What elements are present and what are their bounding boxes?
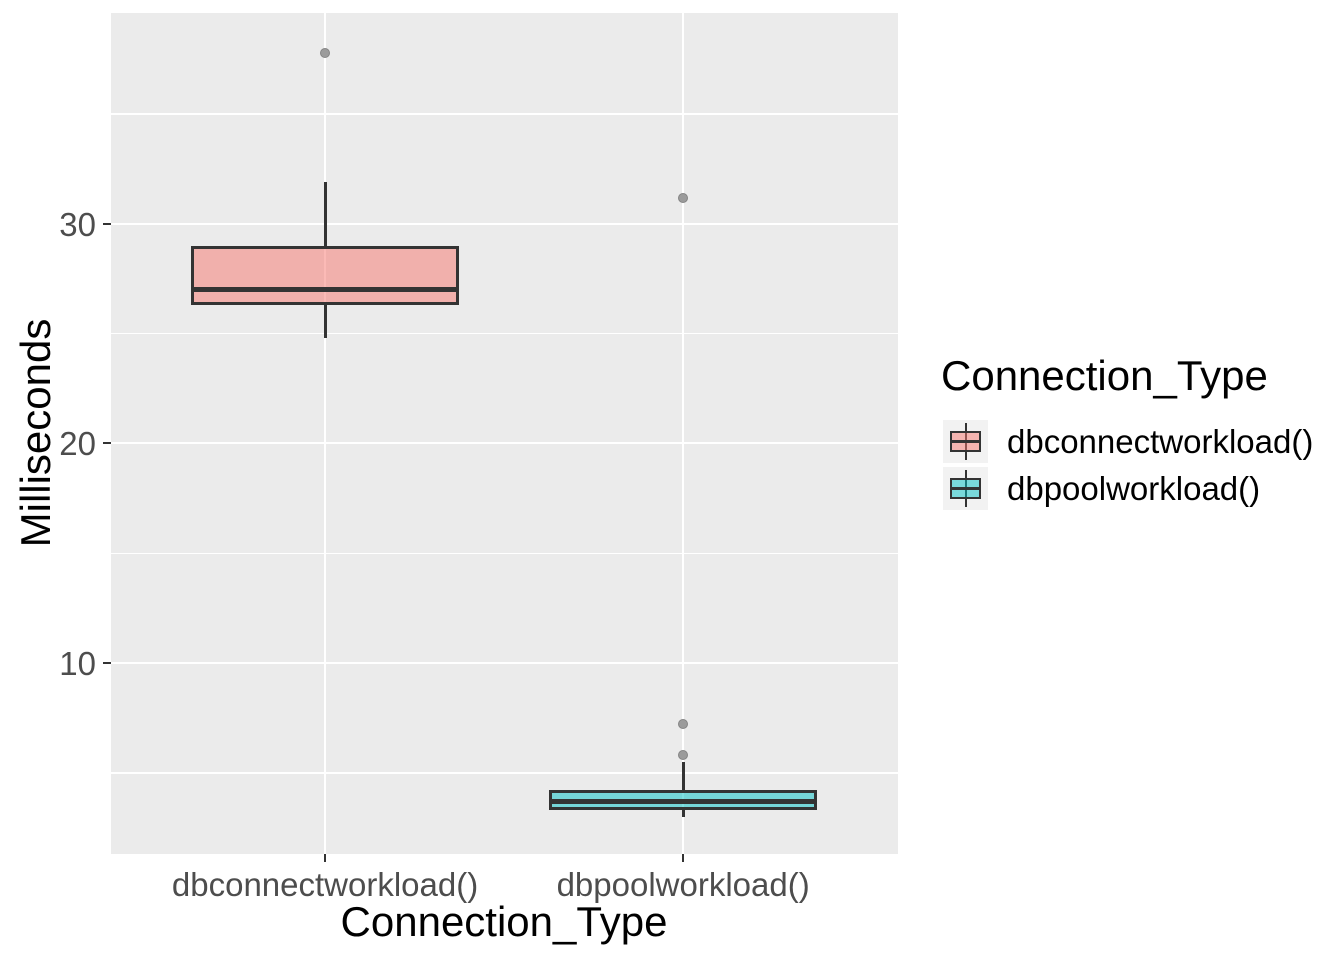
legend-label: dbconnectworkload() (1007, 423, 1314, 460)
x-tick-label: dbpoolworkload() (556, 866, 810, 903)
y-tick-mark (103, 442, 111, 445)
gridline-minor-y (111, 113, 898, 115)
gridline-major-y (111, 662, 898, 664)
gridline-major-x (324, 13, 327, 854)
y-tick-label: 30 (59, 205, 96, 243)
legend-label: dbpoolworkload() (1007, 470, 1261, 507)
y-tick-label: 10 (59, 645, 96, 682)
outlier-point (678, 192, 689, 203)
outlier-point (678, 750, 689, 761)
x-tick-mark (682, 854, 685, 862)
legend-title: Connection_Type (941, 352, 1268, 399)
median-line (191, 287, 460, 293)
legend-key (943, 420, 988, 463)
outlier-point (320, 47, 331, 58)
lower-whisker (681, 810, 685, 817)
outlier-point (678, 719, 689, 730)
y-axis-title: Milliseconds (12, 318, 59, 548)
y-tick-mark (103, 662, 111, 664)
y-tick-label: 20 (59, 425, 96, 463)
plot-panel (111, 13, 898, 854)
gridline-major-y (111, 222, 898, 225)
x-tick-label: dbconnectworkload() (171, 866, 479, 903)
lower-whisker (323, 305, 327, 339)
x-axis-title: Connection_Type (340, 898, 668, 945)
gridline-minor-y (111, 332, 898, 335)
legend-median (950, 487, 981, 490)
x-tick-mark (324, 854, 327, 862)
legend-median (950, 440, 981, 443)
median-line (549, 798, 818, 804)
gridline-minor-y (111, 552, 898, 554)
gridline-major-y (111, 442, 898, 445)
gridline-minor-y (111, 772, 898, 774)
box-dbconnectworkload (191, 245, 460, 306)
upper-whisker (681, 761, 685, 791)
upper-whisker (323, 182, 327, 246)
legend-key (943, 467, 988, 510)
gridline-major-x (682, 13, 685, 854)
y-tick-mark (103, 222, 111, 225)
